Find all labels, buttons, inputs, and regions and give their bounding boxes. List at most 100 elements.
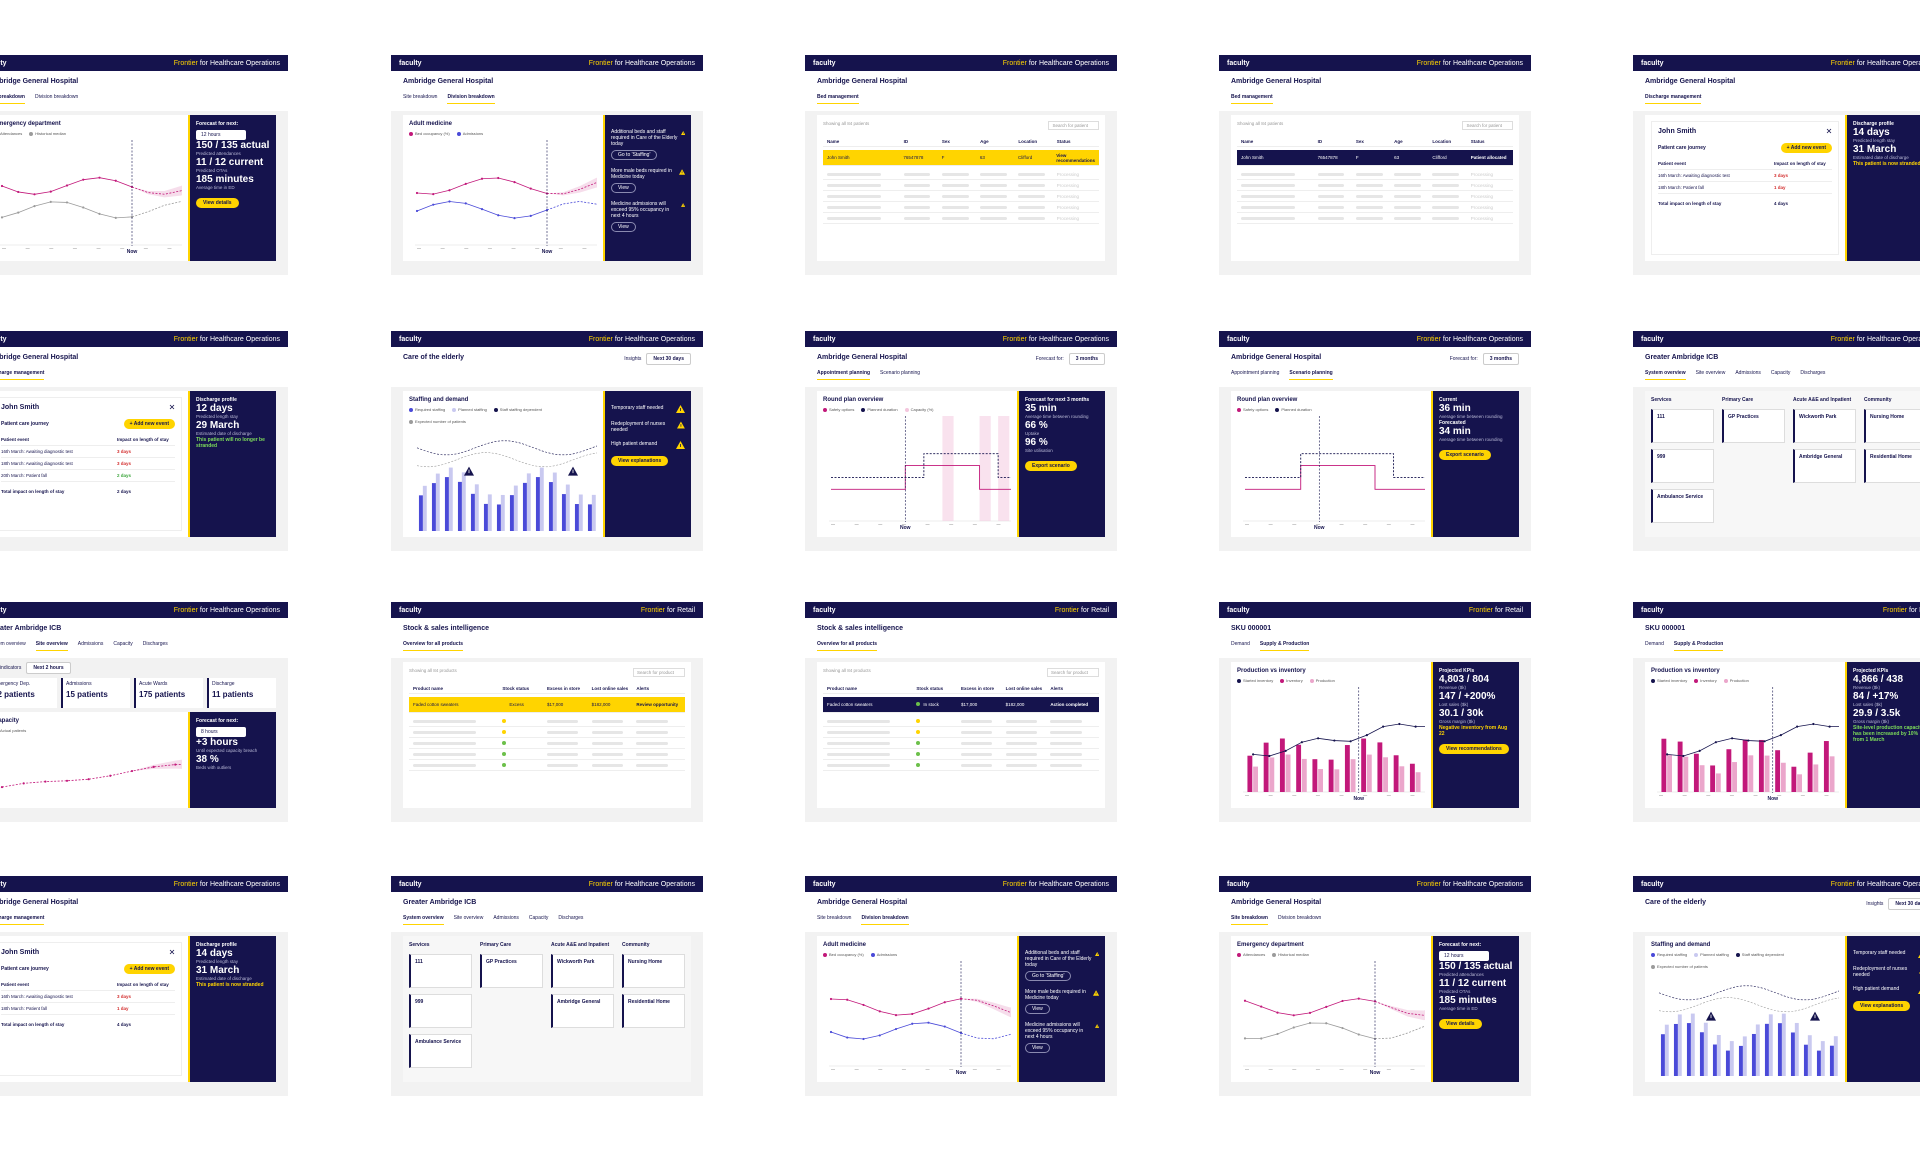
panel-act: Go to 'Staffing' [1025, 971, 1072, 981]
page-title: Ambridge General Hospital [1231, 78, 1322, 85]
status-dot [502, 718, 507, 723]
column-header: Patient event [1658, 161, 1687, 166]
placeholder-cell [1241, 183, 1318, 187]
warning-marker [464, 466, 474, 476]
side-panel: Forecast for next: 12 hours 150 / 135 actu… [1431, 936, 1519, 1082]
cell: Faded cotton sweaters [827, 702, 916, 707]
placeholder-cell [827, 741, 916, 745]
placeholder-cell: Processing [1057, 194, 1095, 199]
bar [1263, 742, 1269, 792]
placeholder-row [409, 749, 685, 760]
tab: Bed management [1231, 94, 1273, 104]
panel-item: Until expected capacity breach [196, 748, 270, 754]
event: 18th March: Patient fall [1658, 185, 1705, 190]
legend-swatch [861, 407, 866, 412]
panel-item: Forecasted [1439, 420, 1513, 426]
dashboard-tile: faculty Frontier for Retail Stock & sales i… [805, 602, 1117, 822]
x-tick [1268, 1069, 1273, 1070]
x-tick [582, 248, 587, 249]
content: Showing all 84 patients Search for patien… [1231, 115, 1519, 261]
tabs: Bed management [817, 94, 1105, 104]
placeholder-bar [547, 752, 579, 756]
legend-label: Planned duration [1281, 407, 1312, 412]
panel-item: Predicted length stay [196, 414, 270, 420]
panel-btn: Export scenario [1439, 450, 1491, 460]
tabs: Site breakdown Division breakdown [403, 94, 691, 104]
placeholder-bar [903, 183, 931, 187]
placeholder-bar [1394, 216, 1421, 220]
page-title: Greater Ambridge ICB [0, 625, 62, 632]
page-header: Greater Ambridge ICB System overview Site … [391, 892, 703, 932]
warning-mark [572, 469, 574, 474]
product-name: for Healthcare Operations [199, 335, 280, 343]
close-icon [169, 949, 175, 955]
tab: Bed management [817, 94, 859, 104]
bar [1710, 765, 1716, 792]
warning-mark [1095, 992, 1097, 995]
panel-item: 29.9 / 3.5k [1853, 708, 1920, 719]
placeholder-status: Processing [1470, 215, 1493, 221]
bar [1790, 1032, 1795, 1076]
x-tick [558, 248, 563, 249]
placeholder-cell [941, 205, 980, 209]
legend: Started inventory Inventory Production [1237, 678, 1425, 683]
forecast-line [546, 201, 597, 211]
panel-item: Site-level production capacity has been … [1853, 725, 1920, 743]
bar-light [1269, 757, 1275, 792]
inventory-point [1268, 754, 1271, 758]
flow-node: Wickworth Park [1793, 409, 1856, 443]
bar [444, 477, 449, 531]
panel-big: 66 % [1025, 420, 1048, 431]
highlight-row: John Smith 76547878 F 63 Clifford Patient all… [1237, 150, 1513, 166]
tab: Division breakdown [861, 915, 909, 925]
page-title: Ambridge General Hospital [817, 354, 908, 361]
table-header: Name ID Sex Age Location Status [823, 136, 1099, 147]
placeholder-bar [1241, 183, 1295, 187]
placeholder-bar [961, 730, 993, 734]
series-point [174, 763, 177, 766]
page-header: Ambridge General Hospital Discharge manag… [0, 892, 288, 932]
bar-bg [1677, 1014, 1682, 1076]
panel-item: 4,866 / 438 [1853, 674, 1920, 685]
table-header: Product name Stock status Excess in store L… [409, 683, 685, 694]
panel-sm: Predicted length stay [196, 414, 239, 419]
product-prefix: Frontier [1416, 335, 1441, 343]
placeholder-cell [1394, 216, 1432, 220]
series-line [1244, 1022, 1376, 1040]
cell-text: Faded cotton sweaters [827, 702, 873, 707]
placeholder-bar [547, 719, 579, 723]
series-point [862, 1003, 865, 1007]
total-label: Total impact on length of stay [1, 489, 65, 494]
indicator-card: Discharge 11 patients [207, 678, 276, 708]
step-line [1245, 465, 1425, 490]
page-header: Ambridge General Hospital Bed management [1219, 71, 1531, 111]
x-tick [1777, 795, 1782, 796]
series-point [432, 192, 435, 196]
bar [1344, 745, 1350, 792]
bar-bg [1781, 1013, 1786, 1076]
placeholder-cell [1394, 183, 1432, 187]
content: Round plan overview Safety options Planned… [817, 391, 1105, 537]
placeholder-cell [1018, 172, 1056, 176]
control-label: Insights [1866, 901, 1884, 907]
x-tick [972, 1069, 977, 1070]
tab: Discharge management [1645, 94, 1702, 104]
bar-light [1366, 754, 1372, 792]
legend-swatch [1280, 678, 1285, 683]
legend-swatch [29, 131, 34, 136]
search-row: Showing all 84 patients Search for patien… [1237, 121, 1513, 130]
alert-text: Additional beds and staff required in Ca… [1025, 950, 1092, 968]
tab: System overview [403, 915, 444, 925]
placeholder-cell: Processing [1057, 172, 1095, 177]
column-header: Stock status [916, 685, 944, 691]
cell: $182,000 [1006, 702, 1051, 707]
x-tick [901, 1069, 906, 1070]
placeholder-bar [1355, 205, 1383, 209]
placeholder-bar [1050, 741, 1082, 745]
x-tick [1315, 524, 1320, 525]
panel-big: 185 minutes [196, 174, 254, 185]
column-header: Status [1056, 138, 1071, 144]
